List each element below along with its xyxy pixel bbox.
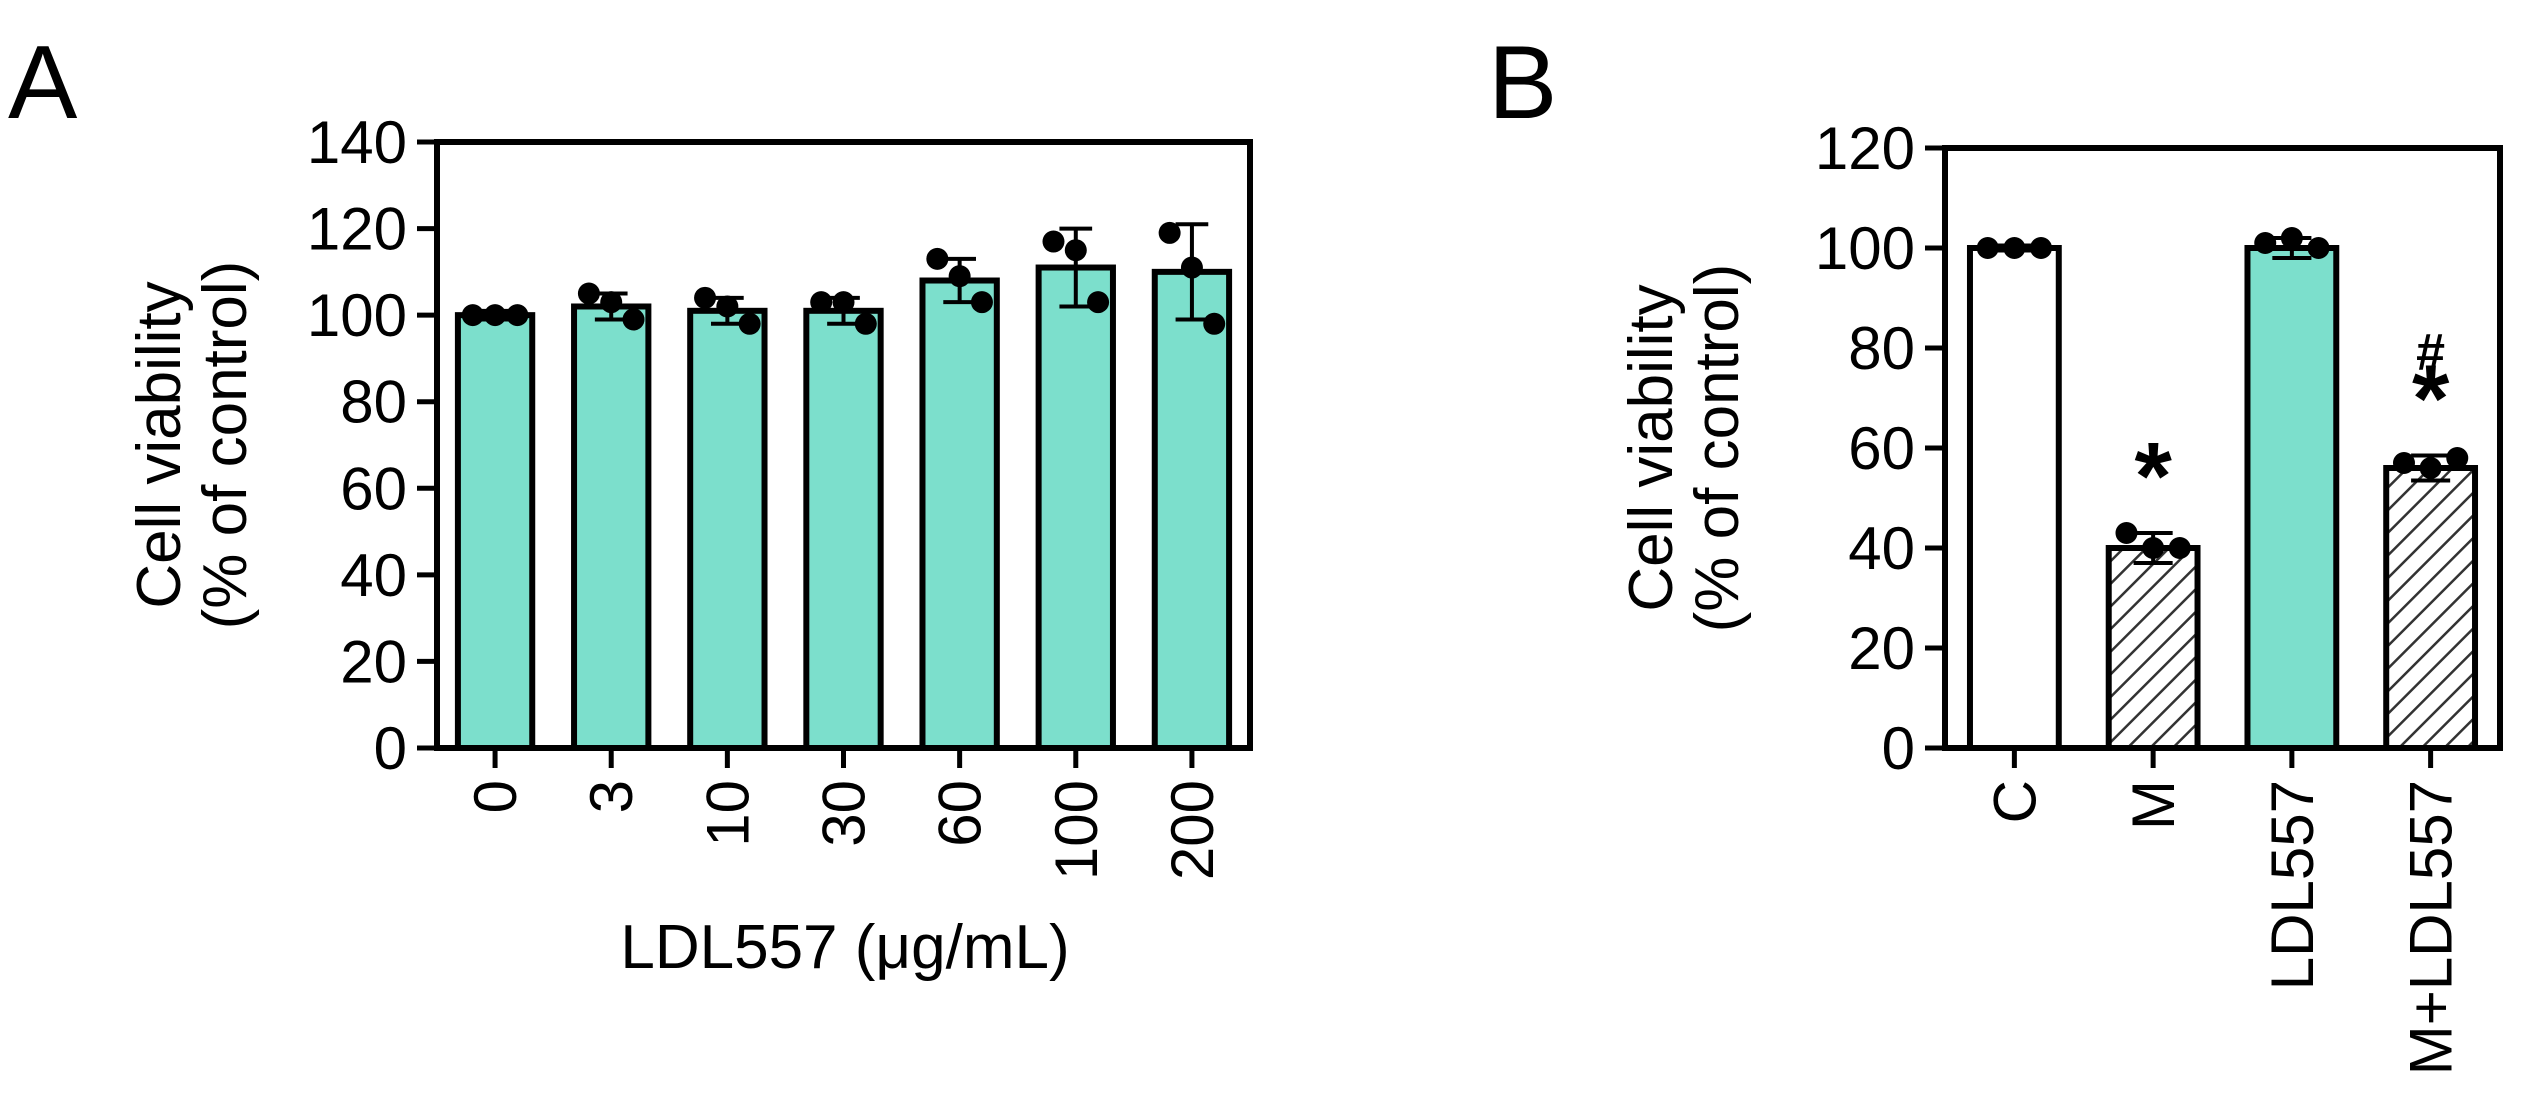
data-point [2419, 457, 2442, 479]
data-point [738, 312, 761, 335]
data-point [2030, 237, 2053, 259]
data-point [577, 282, 600, 305]
data-point [2254, 232, 2277, 254]
x-tick-label: 60 [927, 780, 994, 847]
data-point [506, 304, 529, 327]
y-tick-label: 80 [1848, 315, 1915, 382]
y-tick-label: 20 [1848, 615, 1915, 682]
bar [2244, 245, 2340, 751]
data-point [2446, 447, 2469, 469]
bar [1035, 264, 1116, 751]
y-axis-title-line: Cell viability [125, 281, 194, 608]
x-tick-label: 100 [1043, 780, 1110, 880]
star-annotation: * [2412, 346, 2450, 453]
x-tick-label: 200 [1159, 780, 1226, 880]
data-point [970, 291, 993, 314]
data-point [1042, 230, 1065, 253]
data-point [854, 312, 877, 335]
y-tick-label: 40 [340, 542, 407, 609]
x-tick-label: 3 [578, 780, 645, 813]
data-point [2115, 522, 2138, 544]
data-point [2392, 452, 2415, 474]
x-tick-label: M+LDL557 [2398, 780, 2465, 1075]
data-point [810, 291, 833, 314]
bar [454, 312, 536, 751]
x-tick-label: C [1981, 780, 2048, 823]
data-point [1203, 312, 1226, 335]
y-tick-label: 20 [340, 628, 407, 695]
panel-b-letter: B [1488, 25, 1557, 141]
y-axis-title-line: Cell viability [1617, 284, 1686, 611]
bar [571, 303, 652, 751]
data-point [1158, 221, 1181, 244]
bar [687, 307, 768, 751]
y-tick-label: 60 [340, 455, 407, 522]
data-point [1976, 237, 1999, 259]
data-point [2280, 227, 2303, 249]
data-point [2168, 537, 2191, 559]
data-point [1180, 256, 1203, 279]
star-annotation: * [2134, 423, 2172, 530]
data-point [694, 286, 717, 309]
y-tick-label: 40 [1848, 515, 1915, 582]
x-tick-label: 30 [811, 780, 878, 847]
y-tick-label: 0 [1882, 715, 1915, 782]
data-point [1064, 239, 1087, 262]
x-tick-label: 0 [462, 780, 529, 813]
bar [1151, 268, 1233, 751]
data-point [926, 247, 949, 270]
data-point [622, 308, 645, 331]
y-axis-title-line: (% of control) [191, 261, 260, 630]
data-point [484, 304, 507, 327]
bar [2383, 465, 2479, 751]
x-tick-label: 10 [694, 780, 761, 847]
data-point [1087, 291, 1110, 314]
data-point [2142, 537, 2165, 559]
hash-annotation: # [2416, 324, 2445, 382]
bar [919, 277, 1000, 751]
y-tick-label: 120 [307, 196, 407, 263]
y-tick-label: 60 [1848, 415, 1915, 482]
y-axis-title-line: (% of control) [1683, 264, 1752, 633]
y-tick-label: 100 [307, 282, 407, 349]
y-tick-label: 120 [1815, 115, 1915, 182]
data-point [832, 291, 855, 314]
data-point [2003, 237, 2026, 259]
y-tick-label: 140 [307, 109, 407, 176]
bar [803, 307, 884, 751]
y-tick-label: 0 [374, 715, 407, 782]
data-point [2307, 237, 2330, 259]
y-tick-label: 100 [1815, 215, 1915, 282]
panel-a-xlabel: LDL557 (μg/mL) [620, 913, 1069, 982]
data-point [461, 304, 484, 327]
y-tick-label: 80 [340, 369, 407, 436]
data-point [716, 295, 739, 318]
bar [1966, 245, 2062, 751]
panel-a-chart: LDL557 (μg/mL) 0 20 40 60 80 100 120 140 0 3 10 30 6… [125, 109, 1253, 982]
data-point [948, 265, 971, 288]
bar [2105, 545, 2201, 751]
x-tick-label: LDL557 [2259, 780, 2326, 990]
panel-a-letter: A [8, 25, 78, 141]
data-point [600, 291, 623, 314]
x-tick-label: M [2120, 780, 2187, 830]
